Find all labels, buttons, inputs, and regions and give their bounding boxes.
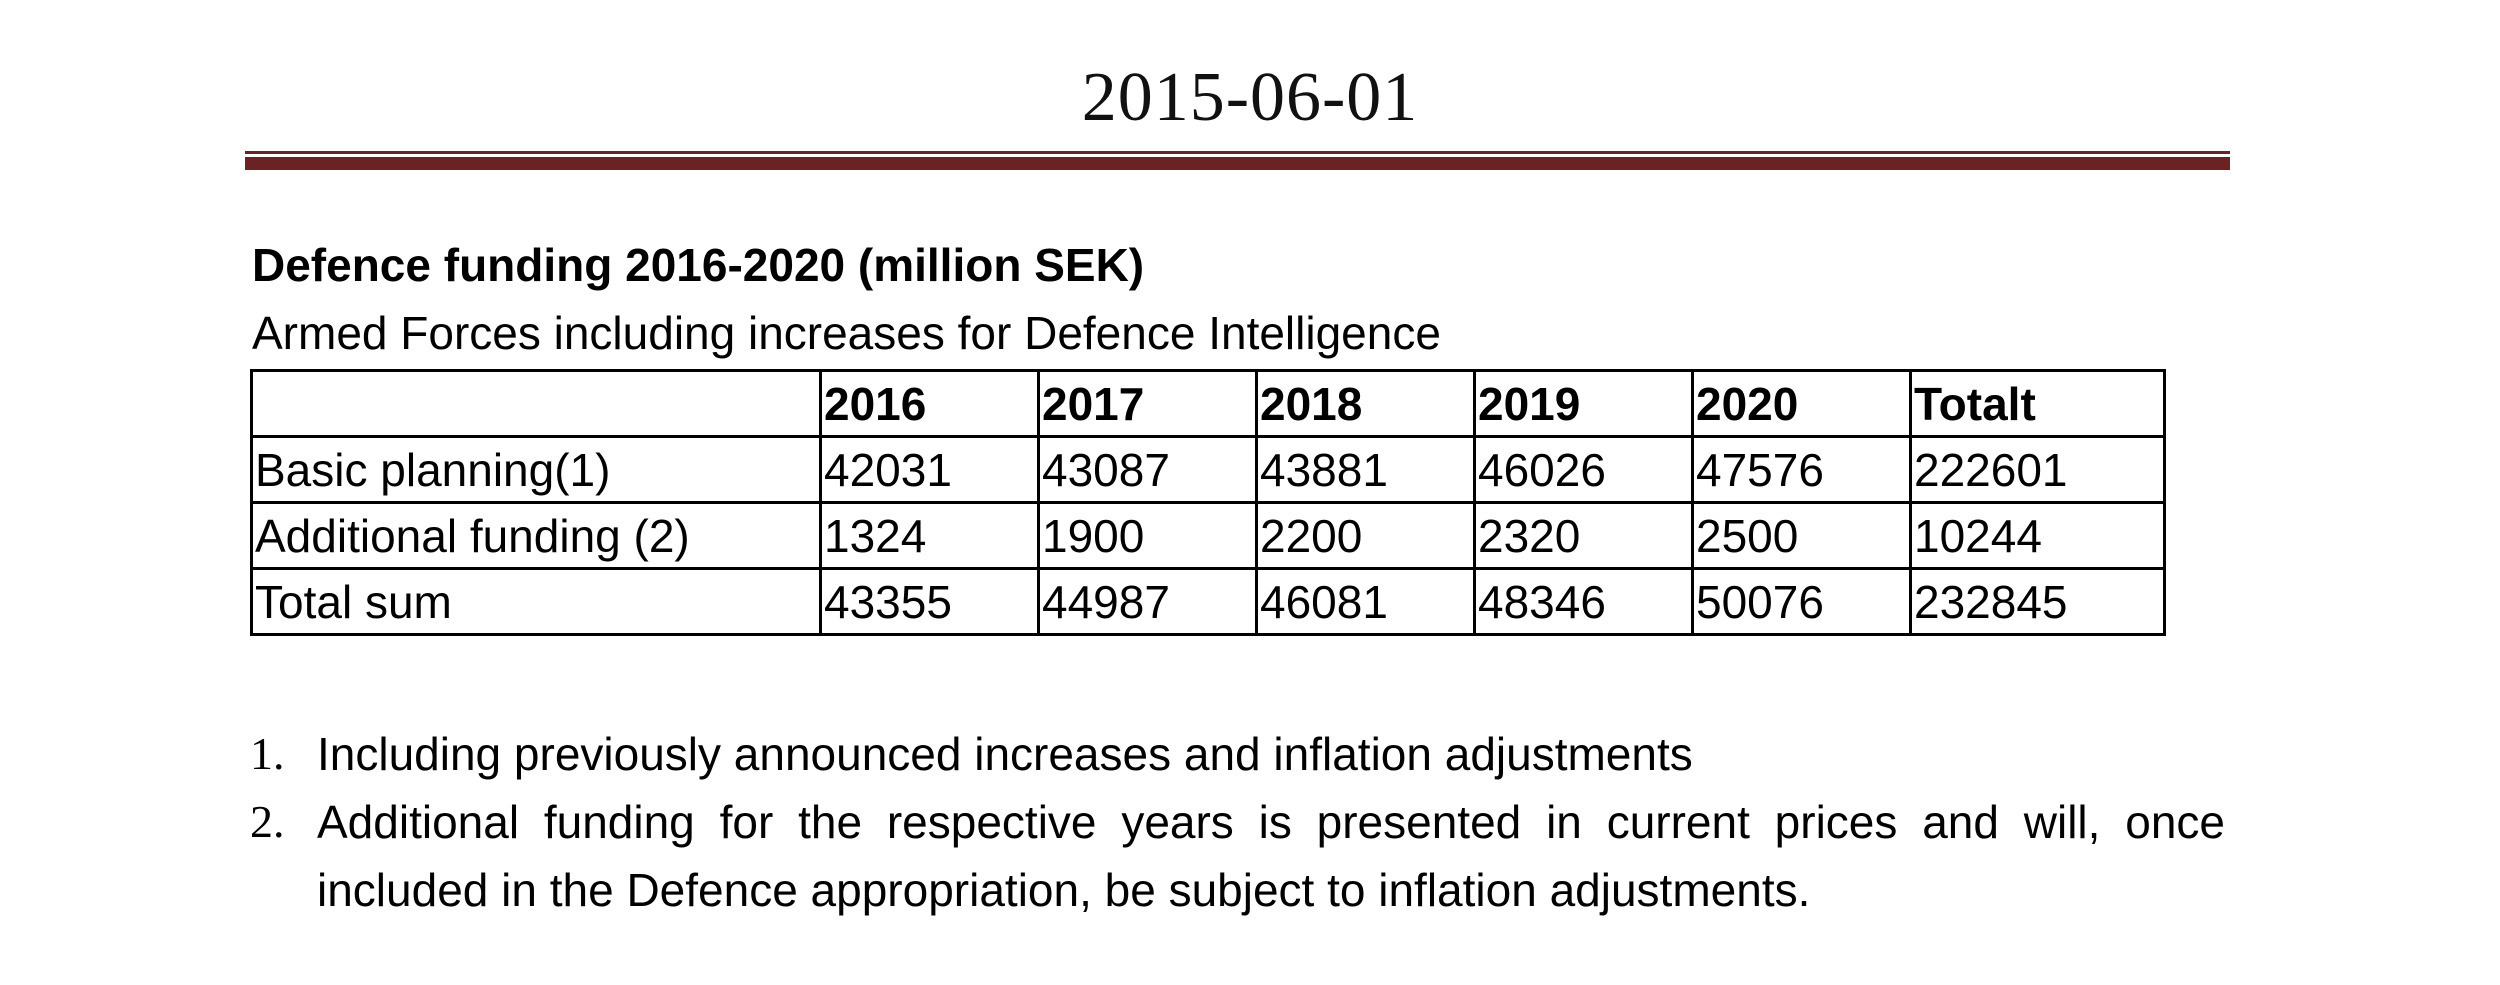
table-cell: 1324 [819,501,1040,570]
funding-table: 2016 2017 2018 2019 2020 Totalt Basic pl… [250,369,2166,636]
table-cell: 42031 [819,435,1040,504]
table-cell: 2200 [1255,501,1476,570]
footnote-text: Additional funding for the respective ye… [317,796,2225,916]
footnote-number: 2. [250,796,285,847]
footnotes: 1. Including previously announced increa… [250,720,2225,924]
table-cell: 46081 [1255,567,1476,636]
header-cell-2016: 2016 [819,369,1040,438]
header-cell-empty [250,369,822,438]
table-cell: 43087 [1037,435,1258,504]
table-cell: 1900 [1037,501,1258,570]
header-cell-total: Totalt [1909,369,2166,438]
row-label: Additional funding (2) [250,501,822,570]
header-rule-thin [245,151,2230,154]
table-cell: 46026 [1473,435,1694,504]
table-subtitle: Armed Forces including increases for Def… [252,307,1441,359]
header-cell-2019: 2019 [1473,369,1694,438]
table-cell: 48346 [1473,567,1694,636]
table-cell: 44987 [1037,567,1258,636]
table-cell: 43355 [819,567,1040,636]
footnote-1: 1. Including previously announced increa… [250,720,2225,788]
table-cell: 47576 [1691,435,1912,504]
table-cell: 222601 [1909,435,2166,504]
table-cell: 232845 [1909,567,2166,636]
header-cell-2020: 2020 [1691,369,1912,438]
table-cell: 43881 [1255,435,1476,504]
table-cell: 2500 [1691,501,1912,570]
table-row: Basic planning(1) 42031 43087 43881 4602… [250,435,2166,504]
header-rule-thick [245,157,2230,170]
table-header-row: 2016 2017 2018 2019 2020 Totalt [250,369,2166,438]
footnote-number: 1. [250,728,285,779]
header-cell-2017: 2017 [1037,369,1258,438]
table-cell: 50076 [1691,567,1912,636]
table-cell: 2320 [1473,501,1694,570]
footnote-text: Including previously announced increases… [317,728,1693,780]
footnote-2: 2. Additional funding for the respective… [250,788,2225,924]
table-row: Additional funding (2) 1324 1900 2200 23… [250,501,2166,570]
row-label: Basic planning(1) [250,435,822,504]
table-row: Total sum 43355 44987 46081 48346 50076 … [250,567,2166,636]
header-cell-2018: 2018 [1255,369,1476,438]
page-date-header: 2015-06-01 [1081,59,1419,136]
table-cell: 10244 [1909,501,2166,570]
row-label: Total sum [250,567,822,636]
table-title: Defence funding 2016-2020 (million SEK) [252,239,1145,291]
